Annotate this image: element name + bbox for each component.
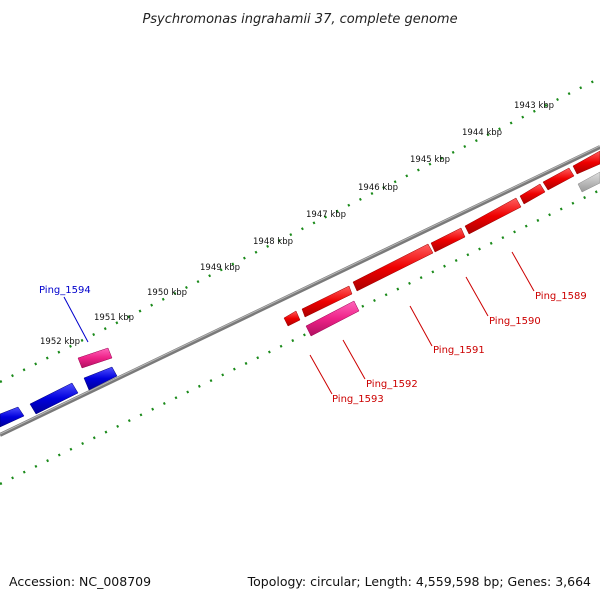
gene-label[interactable]: Ping_1589 [535, 291, 587, 302]
ruler-tick-label: 1952 kbp [40, 337, 80, 347]
gene-arrow[interactable] [464, 197, 522, 235]
gene-label[interactable]: Ping_1591 [433, 345, 485, 356]
gene-arrow[interactable] [283, 310, 301, 327]
ruler-tick-label: 1951 kbp [94, 313, 134, 323]
gene-arrow[interactable] [83, 366, 118, 391]
gene-arrow[interactable] [77, 347, 113, 369]
label-leader-line [465, 276, 489, 317]
label-leader-line [309, 354, 333, 395]
gene-arrow[interactable] [0, 406, 25, 428]
ruler-tick-label: 1949 kbp [200, 263, 240, 273]
label-leader-line [63, 296, 89, 343]
gene-label[interactable]: Ping_1593 [332, 394, 384, 405]
gene-arrow[interactable] [572, 150, 600, 175]
inner-ruler-track [0, 188, 600, 486]
genome-backbone [0, 145, 600, 437]
ruler-tick-label: 1945 kbp [410, 155, 450, 165]
label-leader-line [342, 339, 366, 380]
gene-label[interactable]: Ping_1590 [489, 316, 541, 327]
gene-arrow[interactable] [305, 300, 360, 337]
gene-label[interactable]: Ping_1592 [366, 379, 418, 390]
gene-arrow[interactable] [542, 167, 575, 191]
outer-ruler-track [0, 76, 600, 384]
genome-backbone-highlight [0, 145, 600, 435]
ruler-tick-label: 1946 kbp [358, 183, 398, 193]
gene-arrow[interactable] [301, 285, 353, 318]
map-title: Psychromonas ingrahamii 37, complete gen… [142, 12, 457, 27]
gene-label[interactable]: Ping_1594 [39, 285, 91, 296]
accession-text: Accession: NC_008709 [9, 574, 152, 589]
label-leader-line [409, 305, 433, 347]
gene-arrow[interactable] [519, 183, 546, 205]
ruler-tick-label: 1950 kbp [147, 288, 187, 298]
genome-summary-text: Topology: circular; Length: 4,559,598 bp… [247, 574, 591, 589]
ruler-tick-label: 1943 kbp [514, 101, 554, 111]
gene-arrow[interactable] [430, 227, 466, 253]
ruler-tick-label: 1947 kbp [306, 210, 346, 220]
gene-arrow[interactable] [577, 171, 600, 193]
ruler-tick-label: 1944 kbp [462, 128, 502, 138]
label-leader-line [511, 251, 535, 292]
ruler-tick-label: 1948 kbp [253, 237, 293, 247]
gene-arrow[interactable] [352, 243, 434, 292]
gene-arrow[interactable] [29, 382, 79, 415]
